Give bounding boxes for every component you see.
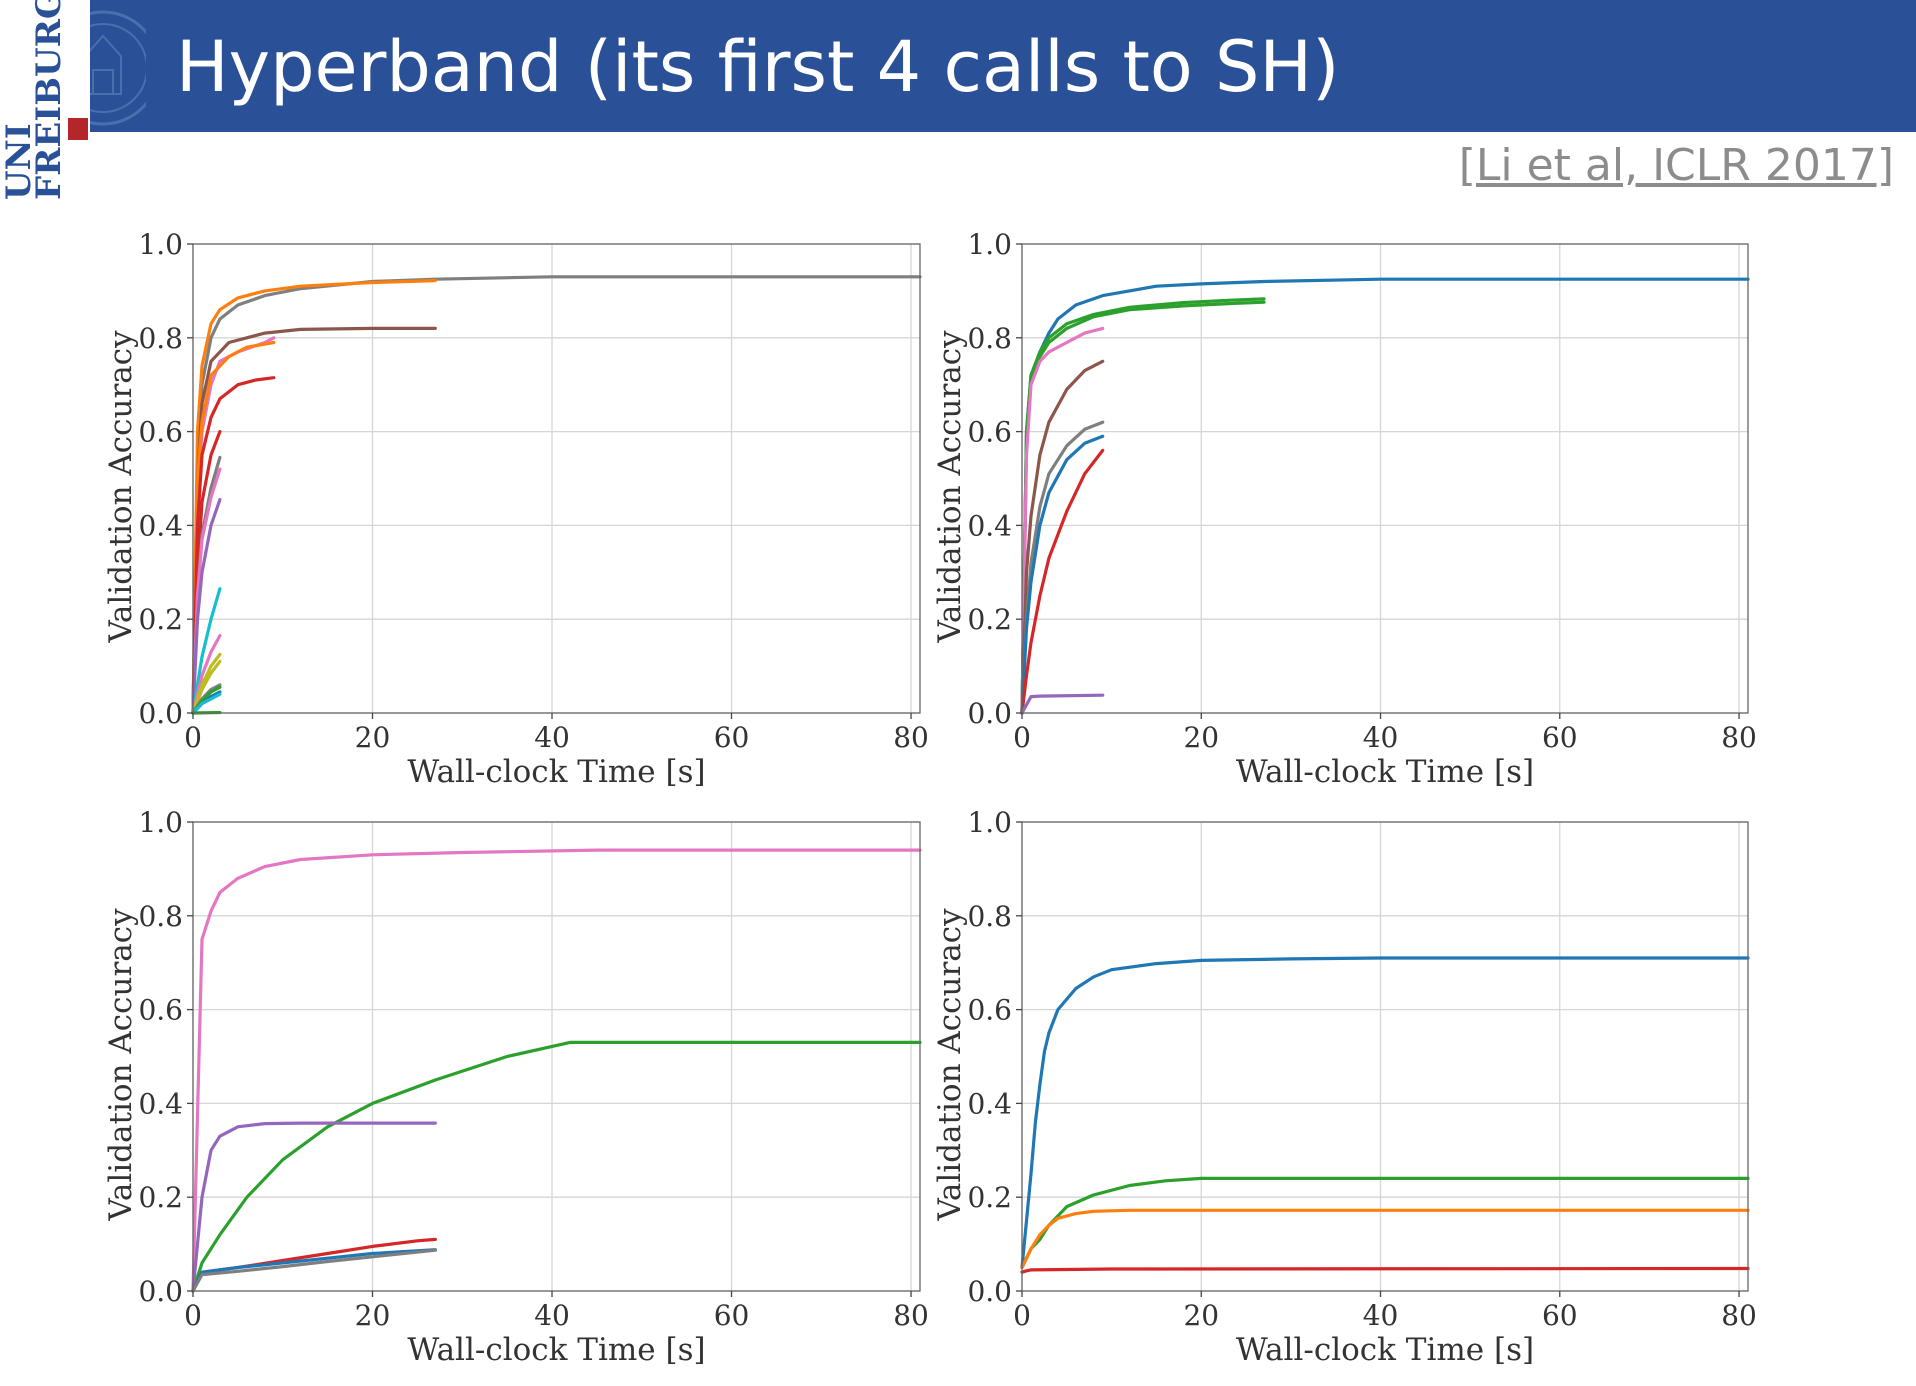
slide-header: Hyperband (its first 4 calls to SH)	[0, 0, 1916, 132]
y-tick-label: 0.0	[967, 697, 1012, 730]
chart-4: 0 20 40 60 80 0.0 0.2 0.4 0.6 0.8 1.0 Wall-clock Ti…	[932, 806, 1757, 1368]
chart-1-series-line	[191, 340, 276, 715]
y-tick-label: 0.4	[967, 1087, 1012, 1120]
y-tick-label: 0.0	[138, 1275, 183, 1308]
x-tick-label: 60	[1542, 1299, 1578, 1332]
y-tick-label: 1.0	[967, 228, 1012, 261]
x-tick-label: 20	[1183, 1299, 1219, 1332]
chart-4-series-line	[1020, 1266, 1750, 1274]
chart-3: 0 20 40 60 80 0.0 0.2 0.4 0.6 0.8 1.0 Wall-clock Ti…	[103, 806, 929, 1368]
chart-1-series-line	[191, 498, 222, 715]
y-axis-label: Validation Accuracy	[932, 330, 968, 644]
y-tick-label: 0.4	[138, 509, 183, 542]
chart-1-series-line	[191, 587, 222, 715]
chart-1-series-line	[191, 659, 222, 715]
citation-link[interactable]: [Li et al, ICLR 2017]	[1458, 140, 1894, 191]
y-tick-label: 0.4	[967, 509, 1012, 542]
chart-3-series-line	[191, 1248, 437, 1293]
y-tick-label: 0.8	[138, 322, 183, 355]
chart-3-series-line	[191, 848, 922, 1293]
x-tick-label: 80	[893, 721, 929, 754]
y-tick-label: 0.4	[138, 1087, 183, 1120]
x-tick-label: 80	[1721, 1299, 1757, 1332]
y-axis-label: Validation Accuracy	[932, 908, 968, 1222]
x-tick-label: 0	[184, 1299, 202, 1332]
chart-4-series-line	[1020, 1208, 1750, 1270]
y-tick-label: 0.8	[967, 322, 1012, 355]
x-tick-label: 40	[534, 721, 570, 754]
x-tick-label: 0	[184, 721, 202, 754]
x-tick-label: 80	[1721, 721, 1757, 754]
uni-freiburg-logo: UNI FREIBURG	[0, 0, 90, 200]
y-tick-label: 0.2	[138, 1181, 183, 1214]
plot-frame	[1021, 821, 1749, 1292]
plot-frame	[192, 243, 921, 714]
y-axis-label: Validation Accuracy	[103, 908, 139, 1222]
x-axis-label: Wall-clock Time [s]	[1236, 754, 1534, 790]
logo-text-freiburg: FREIBURG	[29, 0, 69, 200]
x-tick-label: 40	[534, 1299, 570, 1332]
x-axis-label: Wall-clock Time [s]	[407, 1332, 705, 1368]
plot-frame	[192, 821, 921, 1292]
y-tick-label: 0.6	[967, 994, 1012, 1027]
y-tick-label: 1.0	[138, 806, 183, 839]
chart-1-series-line	[191, 279, 437, 715]
x-tick-label: 60	[1542, 721, 1578, 754]
x-tick-label: 0	[1013, 721, 1031, 754]
x-axis-label: Wall-clock Time [s]	[1236, 1332, 1534, 1368]
chart-2-series-line	[1020, 326, 1105, 715]
chart-3-series-line	[191, 1248, 437, 1293]
chart-2-series-line	[1020, 277, 1750, 715]
plot-frame	[1021, 243, 1749, 714]
chart-1-series-line	[191, 376, 276, 715]
x-tick-label: 0	[1013, 1299, 1031, 1332]
x-tick-label: 60	[714, 721, 750, 754]
chart-2-series-line	[1020, 448, 1105, 715]
chart-2-series-line	[1020, 300, 1266, 715]
chart-4-series-line	[1020, 956, 1750, 1270]
chart-3-series-line	[191, 1040, 922, 1293]
chart-3-series-line	[191, 1121, 437, 1293]
chart-2: 0 20 40 60 80 0.0 0.2 0.4 0.6 0.8 1.0 Wall-clock Ti…	[932, 228, 1757, 790]
y-tick-label: 0.2	[967, 603, 1012, 636]
x-tick-label: 20	[1183, 721, 1219, 754]
chart-4-series-line	[1020, 1176, 1750, 1270]
x-tick-label: 40	[1363, 721, 1399, 754]
y-tick-label: 0.6	[138, 994, 183, 1027]
chart-1: 0 20 40 60 80 0.0 0.2 0.4 0.6 0.8 1.0 Wall-clock Ti…	[103, 228, 929, 790]
chart-2-series-line	[1020, 359, 1105, 715]
chart-1-series-line	[191, 692, 222, 715]
y-tick-label: 0.2	[967, 1181, 1012, 1214]
chart-2-series-line	[1020, 434, 1105, 715]
chart-1-series-line	[191, 326, 437, 715]
x-tick-label: 20	[355, 721, 391, 754]
x-axis-label: Wall-clock Time [s]	[407, 754, 705, 790]
y-tick-label: 0.8	[967, 900, 1012, 933]
y-tick-label: 0.0	[138, 697, 183, 730]
y-axis-label: Validation Accuracy	[103, 330, 139, 644]
y-tick-label: 0.6	[967, 416, 1012, 449]
y-tick-label: 1.0	[138, 228, 183, 261]
chart-1-series-line	[191, 275, 922, 715]
x-tick-label: 40	[1363, 1299, 1399, 1332]
y-tick-label: 0.2	[138, 603, 183, 636]
y-tick-label: 0.0	[967, 1275, 1012, 1308]
slide-title: Hyperband (its first 4 calls to SH)	[176, 26, 1340, 108]
x-tick-label: 60	[714, 1299, 750, 1332]
x-tick-label: 80	[893, 1299, 929, 1332]
logo-accent-bar	[68, 118, 88, 140]
chart-2-series-line	[1020, 693, 1105, 715]
chart-2-series-line	[1020, 297, 1266, 715]
logo-text-uni: UNI	[0, 123, 39, 200]
x-tick-label: 20	[355, 1299, 391, 1332]
y-tick-label: 1.0	[967, 806, 1012, 839]
y-tick-label: 0.8	[138, 900, 183, 933]
y-tick-label: 0.6	[138, 416, 183, 449]
chart-3-series-line	[191, 1237, 437, 1293]
